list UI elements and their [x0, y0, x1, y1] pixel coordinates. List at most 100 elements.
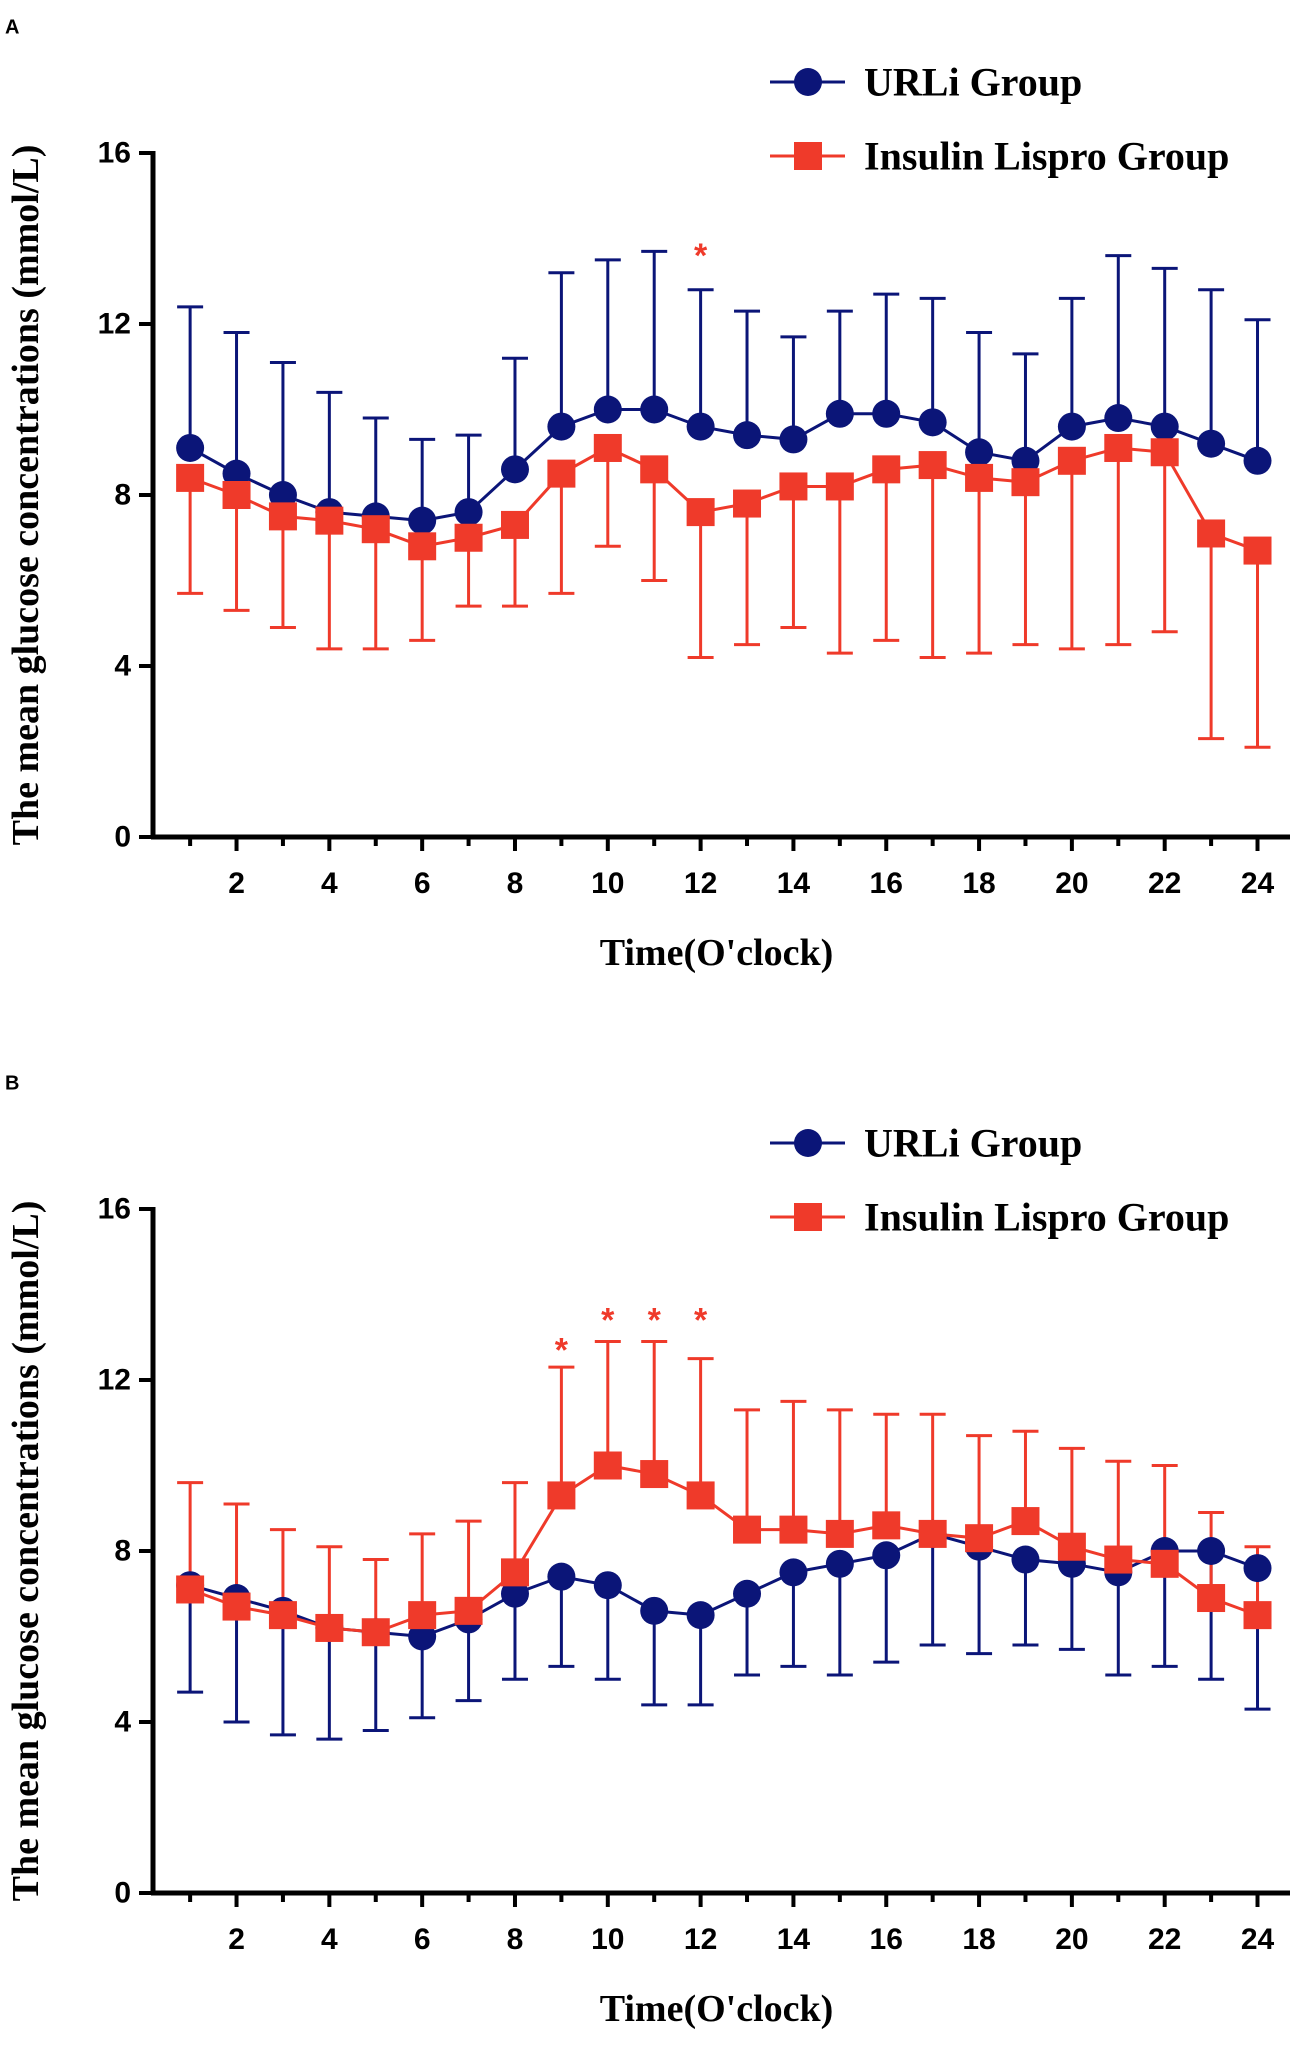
x-tick-label: 18 [962, 1923, 995, 1956]
x-tick-label: 20 [1055, 867, 1088, 900]
data-point-square [686, 1481, 715, 1510]
legend-marker-square [794, 1203, 822, 1231]
y-tick-label: 4 [114, 650, 131, 683]
data-point-square [408, 532, 437, 561]
data-point-square [733, 1515, 762, 1544]
data-point-circle [825, 399, 854, 428]
data-point-circle [1197, 1537, 1226, 1565]
x-tick-label: 6 [414, 867, 431, 900]
data-point-square [454, 1596, 483, 1625]
markers-insulin-lispro [176, 433, 1272, 565]
data-point-square [361, 515, 390, 544]
data-point-circle [825, 1549, 854, 1578]
data-point-circle [1197, 429, 1226, 458]
series-urli [177, 249, 1271, 523]
x-tick-label: 16 [870, 1923, 903, 1956]
series-line [189, 408, 1259, 523]
data-point-circle [547, 412, 576, 441]
data-point-square [1150, 1549, 1179, 1578]
data-point-square [779, 472, 808, 501]
series-insulin-lispro [177, 446, 1271, 749]
x-axis-title: Time(O'clock) [600, 1988, 834, 2030]
significance-asterisk: * [648, 1302, 662, 1340]
x-tick-label: 4 [321, 1923, 338, 1956]
data-point-square [1057, 1532, 1086, 1561]
y-tick-label: 16 [98, 137, 131, 170]
x-tick-label: 24 [1241, 867, 1275, 900]
data-point-circle [779, 1558, 808, 1587]
legend-marker-circle [794, 68, 822, 96]
legend-label: Insulin Lispro Group [864, 134, 1229, 179]
data-point-square [872, 1511, 901, 1540]
data-point-circle [176, 433, 205, 462]
series-line [189, 446, 1259, 552]
y-tick-label: 12 [98, 308, 131, 341]
data-point-circle [408, 1622, 437, 1651]
series-insulin-lispro [177, 1340, 1271, 1634]
x-tick-label: 10 [591, 1923, 624, 1956]
data-point-circle [1243, 446, 1272, 475]
significance-asterisk: * [694, 1302, 708, 1340]
y-tick-label: 8 [114, 479, 131, 512]
legend-marker-circle [794, 1129, 822, 1157]
data-point-circle [1011, 446, 1040, 475]
data-point-square [733, 489, 762, 518]
data-point-square [176, 463, 205, 492]
data-point-circle [1057, 412, 1086, 441]
x-tick-label: 24 [1241, 1923, 1275, 1956]
data-point-circle [640, 1596, 669, 1625]
panel-letter: B [5, 1073, 19, 1095]
y-tick-label: 0 [114, 821, 131, 854]
data-point-square [1011, 468, 1040, 497]
data-point-square [500, 1558, 529, 1587]
data-point-square [268, 502, 297, 531]
markers-insulin-lispro [176, 1451, 1272, 1647]
data-point-square [825, 1519, 854, 1548]
data-point-square [454, 523, 483, 552]
markers-urli [176, 395, 1272, 535]
data-point-circle [872, 399, 901, 428]
data-point-circle [686, 1601, 715, 1630]
data-point-square [965, 463, 994, 492]
data-point-square [1057, 446, 1086, 475]
data-point-square [918, 1519, 947, 1548]
data-point-square [222, 481, 251, 509]
data-point-square [176, 1575, 205, 1604]
data-point-square [686, 498, 715, 527]
significance-asterisk: * [694, 237, 708, 275]
data-point-circle [872, 1541, 901, 1570]
data-point-square [918, 451, 947, 480]
data-point-square [268, 1601, 297, 1630]
data-point-circle [1150, 412, 1179, 441]
x-tick-label: 14 [777, 867, 811, 900]
data-point-square [593, 1451, 622, 1480]
data-point-square [640, 1460, 669, 1489]
x-tick-label: 22 [1148, 1923, 1181, 1956]
data-point-circle [686, 412, 715, 441]
data-point-square [547, 1481, 576, 1510]
x-tick-label: 22 [1148, 867, 1181, 900]
data-point-square [547, 459, 576, 488]
data-point-square [222, 1592, 251, 1621]
significance-asterisk: * [601, 1302, 615, 1340]
panel-letter: A [5, 17, 19, 39]
data-point-circle [1011, 1545, 1040, 1574]
data-point-square [500, 510, 529, 539]
series-line [189, 1532, 1259, 1639]
data-point-circle [454, 498, 483, 527]
y-tick-label: 8 [114, 1535, 131, 1568]
x-tick-label: 14 [777, 1923, 811, 1956]
data-point-square [408, 1601, 437, 1630]
data-point-square [640, 455, 669, 484]
data-point-circle [733, 1579, 762, 1608]
data-point-square [965, 1524, 994, 1553]
legend-label: URLi Group [864, 1121, 1082, 1166]
y-tick-label: 12 [98, 1364, 131, 1397]
data-point-circle [222, 459, 251, 488]
data-point-circle [408, 506, 437, 535]
data-point-circle [1243, 1554, 1272, 1583]
data-point-circle [733, 421, 762, 450]
significance-asterisk: * [555, 1332, 569, 1370]
data-point-circle [547, 1562, 576, 1591]
